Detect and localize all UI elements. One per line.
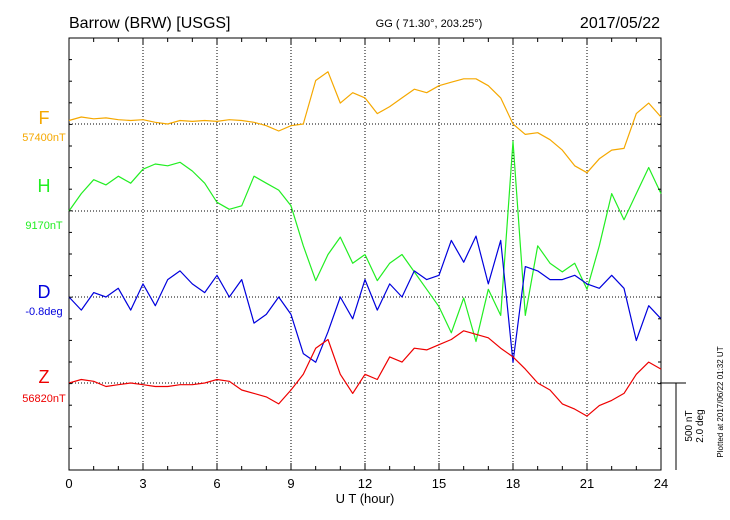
scale-label-nt: 500 nT <box>684 410 695 441</box>
grid-lines <box>69 38 661 470</box>
series-line-D <box>68 235 662 363</box>
series-name-F: F <box>39 108 50 128</box>
series-name-Z: Z <box>39 367 50 387</box>
x-tick-label: 18 <box>506 476 520 491</box>
series-labels: F 57400nT H 9170nT D -0.8deg Z 56820nT <box>22 108 66 405</box>
series-layer <box>68 71 662 417</box>
x-tick-label: 12 <box>358 476 372 491</box>
chart-title-coordinates: GG ( 71.30°, 203.25°) <box>376 18 483 30</box>
series-baseline-D: -0.8deg <box>25 306 62 318</box>
x-tick-label: 24 <box>654 476 668 491</box>
series-name-H: H <box>38 176 51 196</box>
series-baseline-Z: 56820nT <box>22 393 66 405</box>
x-tick-label: 9 <box>287 476 294 491</box>
series-line-Z <box>68 330 662 417</box>
series-baseline-H: 9170nT <box>25 220 63 232</box>
series-baseline-F: 57400nT <box>22 132 66 144</box>
chart-title-date: 2017/05/22 <box>580 15 660 32</box>
x-tick-label: 21 <box>580 476 594 491</box>
x-tick-label: 6 <box>213 476 220 491</box>
x-tick-label: 0 <box>65 476 72 491</box>
x-axis-ticks: 0 3 6 9 12 15 18 21 24 <box>65 37 668 491</box>
x-tick-label: 15 <box>432 476 446 491</box>
x-tick-label: 3 <box>139 476 146 491</box>
series-line-H <box>68 140 662 343</box>
plotted-timestamp: Plotted at 2017/06/22 01:32 UT <box>716 346 725 457</box>
chart-title-station: Barrow (BRW) [USGS] <box>69 15 231 32</box>
series-line-F <box>68 71 662 174</box>
scale-label-deg: 2.0 deg <box>695 409 706 442</box>
series-name-D: D <box>38 282 51 302</box>
x-axis-label: U T (hour) <box>336 491 395 506</box>
